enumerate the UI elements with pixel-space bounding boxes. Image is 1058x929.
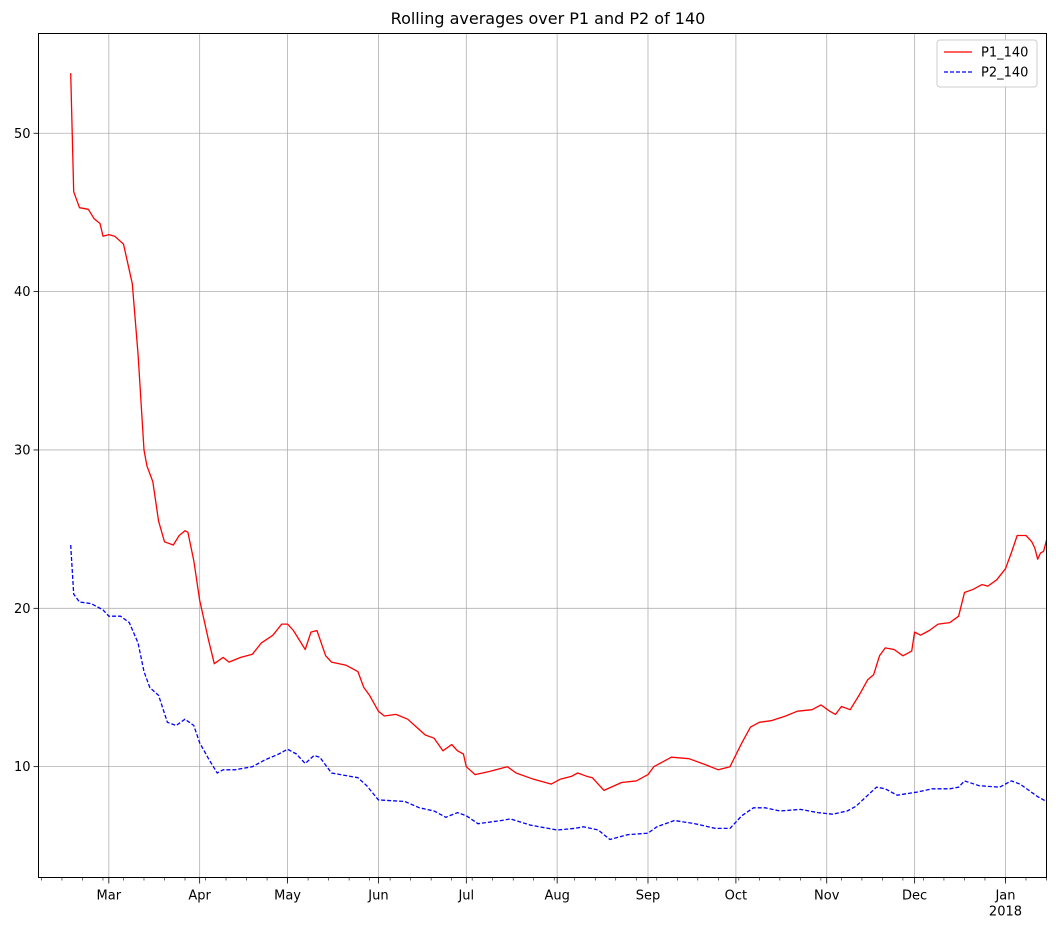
x-tick-label: Mar [97, 889, 122, 904]
y-tick-label: 20 [14, 602, 31, 617]
series-layer [70, 73, 1048, 841]
x-tick-label: Oct [725, 889, 747, 904]
y-tick-label: 10 [14, 760, 31, 775]
x-tick-label: Jan [994, 889, 1015, 904]
y-tick-label: 50 [14, 127, 31, 142]
plot-frame [38, 33, 1047, 878]
x-tick-label: Sep [636, 889, 661, 904]
x-tick-label: Dec [902, 889, 927, 904]
grid-lines [38, 33, 1047, 878]
x-tick-label: Jun [367, 889, 388, 904]
x-tick-label: Apr [188, 889, 211, 904]
series-line-p1-140 [70, 73, 1048, 792]
series-line-p2-140 [70, 544, 1047, 841]
legend-label-p2: P2_140 [981, 66, 1028, 81]
x-tick-label: Jul [457, 889, 474, 904]
chart-title: Rolling averages over P1 and P2 of 140 [391, 9, 706, 28]
x-tick-label: Aug [544, 889, 569, 904]
x-tick-label: Nov [814, 889, 840, 904]
legend: P1_140 P2_140 [936, 39, 1038, 88]
x-tick-label: May [274, 889, 301, 904]
y-tick-label: 30 [14, 443, 31, 458]
x-tick-sublabel: 2018 [989, 905, 1022, 920]
legend-label-p1: P1_140 [981, 46, 1028, 61]
y-axis: 10 20 30 40 50 [14, 127, 39, 775]
y-tick-label: 40 [14, 285, 31, 300]
